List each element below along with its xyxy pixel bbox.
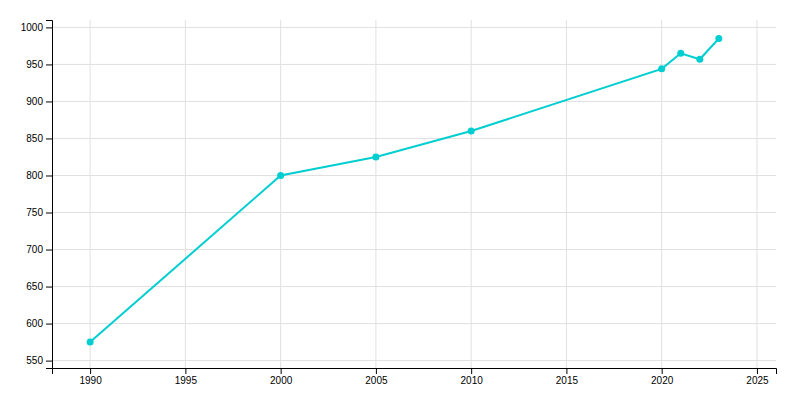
grid-line xyxy=(280,20,281,368)
grid-line xyxy=(52,212,776,213)
grid-line xyxy=(756,20,757,368)
grid-line xyxy=(52,249,776,250)
tick: 2010 xyxy=(461,368,484,386)
tick-label: 650 xyxy=(26,281,43,292)
tick: 550 xyxy=(26,355,52,366)
grid-line xyxy=(52,360,776,361)
tick-mark xyxy=(46,101,52,102)
tick-mark xyxy=(46,27,52,28)
tick-label: 750 xyxy=(26,207,43,218)
tick-mark xyxy=(46,287,52,288)
tick: 600 xyxy=(26,318,52,329)
tick-label: 700 xyxy=(26,244,43,255)
axis-line xyxy=(53,369,777,375)
tick: 850 xyxy=(26,133,52,144)
tick: 750 xyxy=(26,207,52,218)
tick: 2015 xyxy=(556,368,579,386)
point xyxy=(277,172,284,179)
tick-label: 850 xyxy=(26,133,43,144)
tick-label: 550 xyxy=(26,355,43,366)
tick: 2000 xyxy=(270,368,293,386)
tick-mark xyxy=(46,213,52,214)
tick: 2025 xyxy=(746,368,769,386)
axis-line xyxy=(46,21,53,369)
tick-mark xyxy=(46,64,52,65)
tick: 900 xyxy=(26,96,52,107)
tick-label: 1995 xyxy=(175,375,198,386)
grid-line xyxy=(52,101,776,102)
x-axis: 1990 1995 2000 2005 2010 2015 2020 2025 xyxy=(53,368,777,386)
tick-mark xyxy=(46,324,52,325)
tick-label: 2025 xyxy=(746,375,769,386)
tick-mark xyxy=(757,368,758,374)
tick: 650 xyxy=(26,281,52,292)
point xyxy=(658,65,665,72)
tick-mark xyxy=(46,361,52,362)
point xyxy=(677,50,684,57)
tick: 800 xyxy=(26,170,52,181)
tick: 1990 xyxy=(79,368,102,386)
point xyxy=(696,56,703,63)
grid-line xyxy=(471,20,472,368)
point xyxy=(87,339,94,346)
tick-mark xyxy=(185,368,186,374)
tick-label: 1990 xyxy=(79,375,102,386)
grid-line xyxy=(52,138,776,139)
tick-label: 2010 xyxy=(461,375,484,386)
tick-mark xyxy=(566,368,567,374)
tick-label: 950 xyxy=(26,59,43,70)
tick-mark xyxy=(376,368,377,374)
tick-mark xyxy=(662,368,663,374)
chart: 1990 1995 2000 2005 2010 2015 2020 2025 550 600 65… xyxy=(0,0,800,400)
plot-area: 1990 1995 2000 2005 2010 2015 2020 2025 550 600 65… xyxy=(21,20,777,386)
point xyxy=(715,35,722,42)
tick-label: 2005 xyxy=(365,375,388,386)
tick-mark xyxy=(90,368,91,374)
point xyxy=(372,153,379,160)
tick-label: 2020 xyxy=(651,375,674,386)
tick-label: 2000 xyxy=(270,375,293,386)
grid xyxy=(52,20,776,368)
grid-line xyxy=(52,27,776,28)
grid-line xyxy=(90,20,91,368)
tick-label: 2015 xyxy=(556,375,579,386)
tick-mark xyxy=(46,175,52,176)
tick: 950 xyxy=(26,59,52,70)
grid-line xyxy=(566,20,567,368)
tick: 1000 xyxy=(21,22,52,33)
y-axis: 550 600 650 700 750 800 850 900 950 1000 xyxy=(21,21,53,369)
marks xyxy=(87,35,723,346)
tick: 700 xyxy=(26,244,52,255)
tick-label: 800 xyxy=(26,170,43,181)
point xyxy=(468,128,475,135)
grid-line xyxy=(52,175,776,176)
grid-line xyxy=(52,286,776,287)
tick: 2005 xyxy=(365,368,388,386)
grid-line xyxy=(185,20,186,368)
tick-label: 900 xyxy=(26,96,43,107)
tick-label: 600 xyxy=(26,318,43,329)
tick-mark xyxy=(46,138,52,139)
grid-line xyxy=(375,20,376,368)
grid-line xyxy=(52,323,776,324)
tick-label: 1000 xyxy=(21,22,44,33)
tick-mark xyxy=(281,368,282,374)
tick-mark xyxy=(46,250,52,251)
tick-mark xyxy=(471,368,472,374)
tick: 2020 xyxy=(651,368,674,386)
tick: 1995 xyxy=(175,368,198,386)
line xyxy=(90,39,719,343)
